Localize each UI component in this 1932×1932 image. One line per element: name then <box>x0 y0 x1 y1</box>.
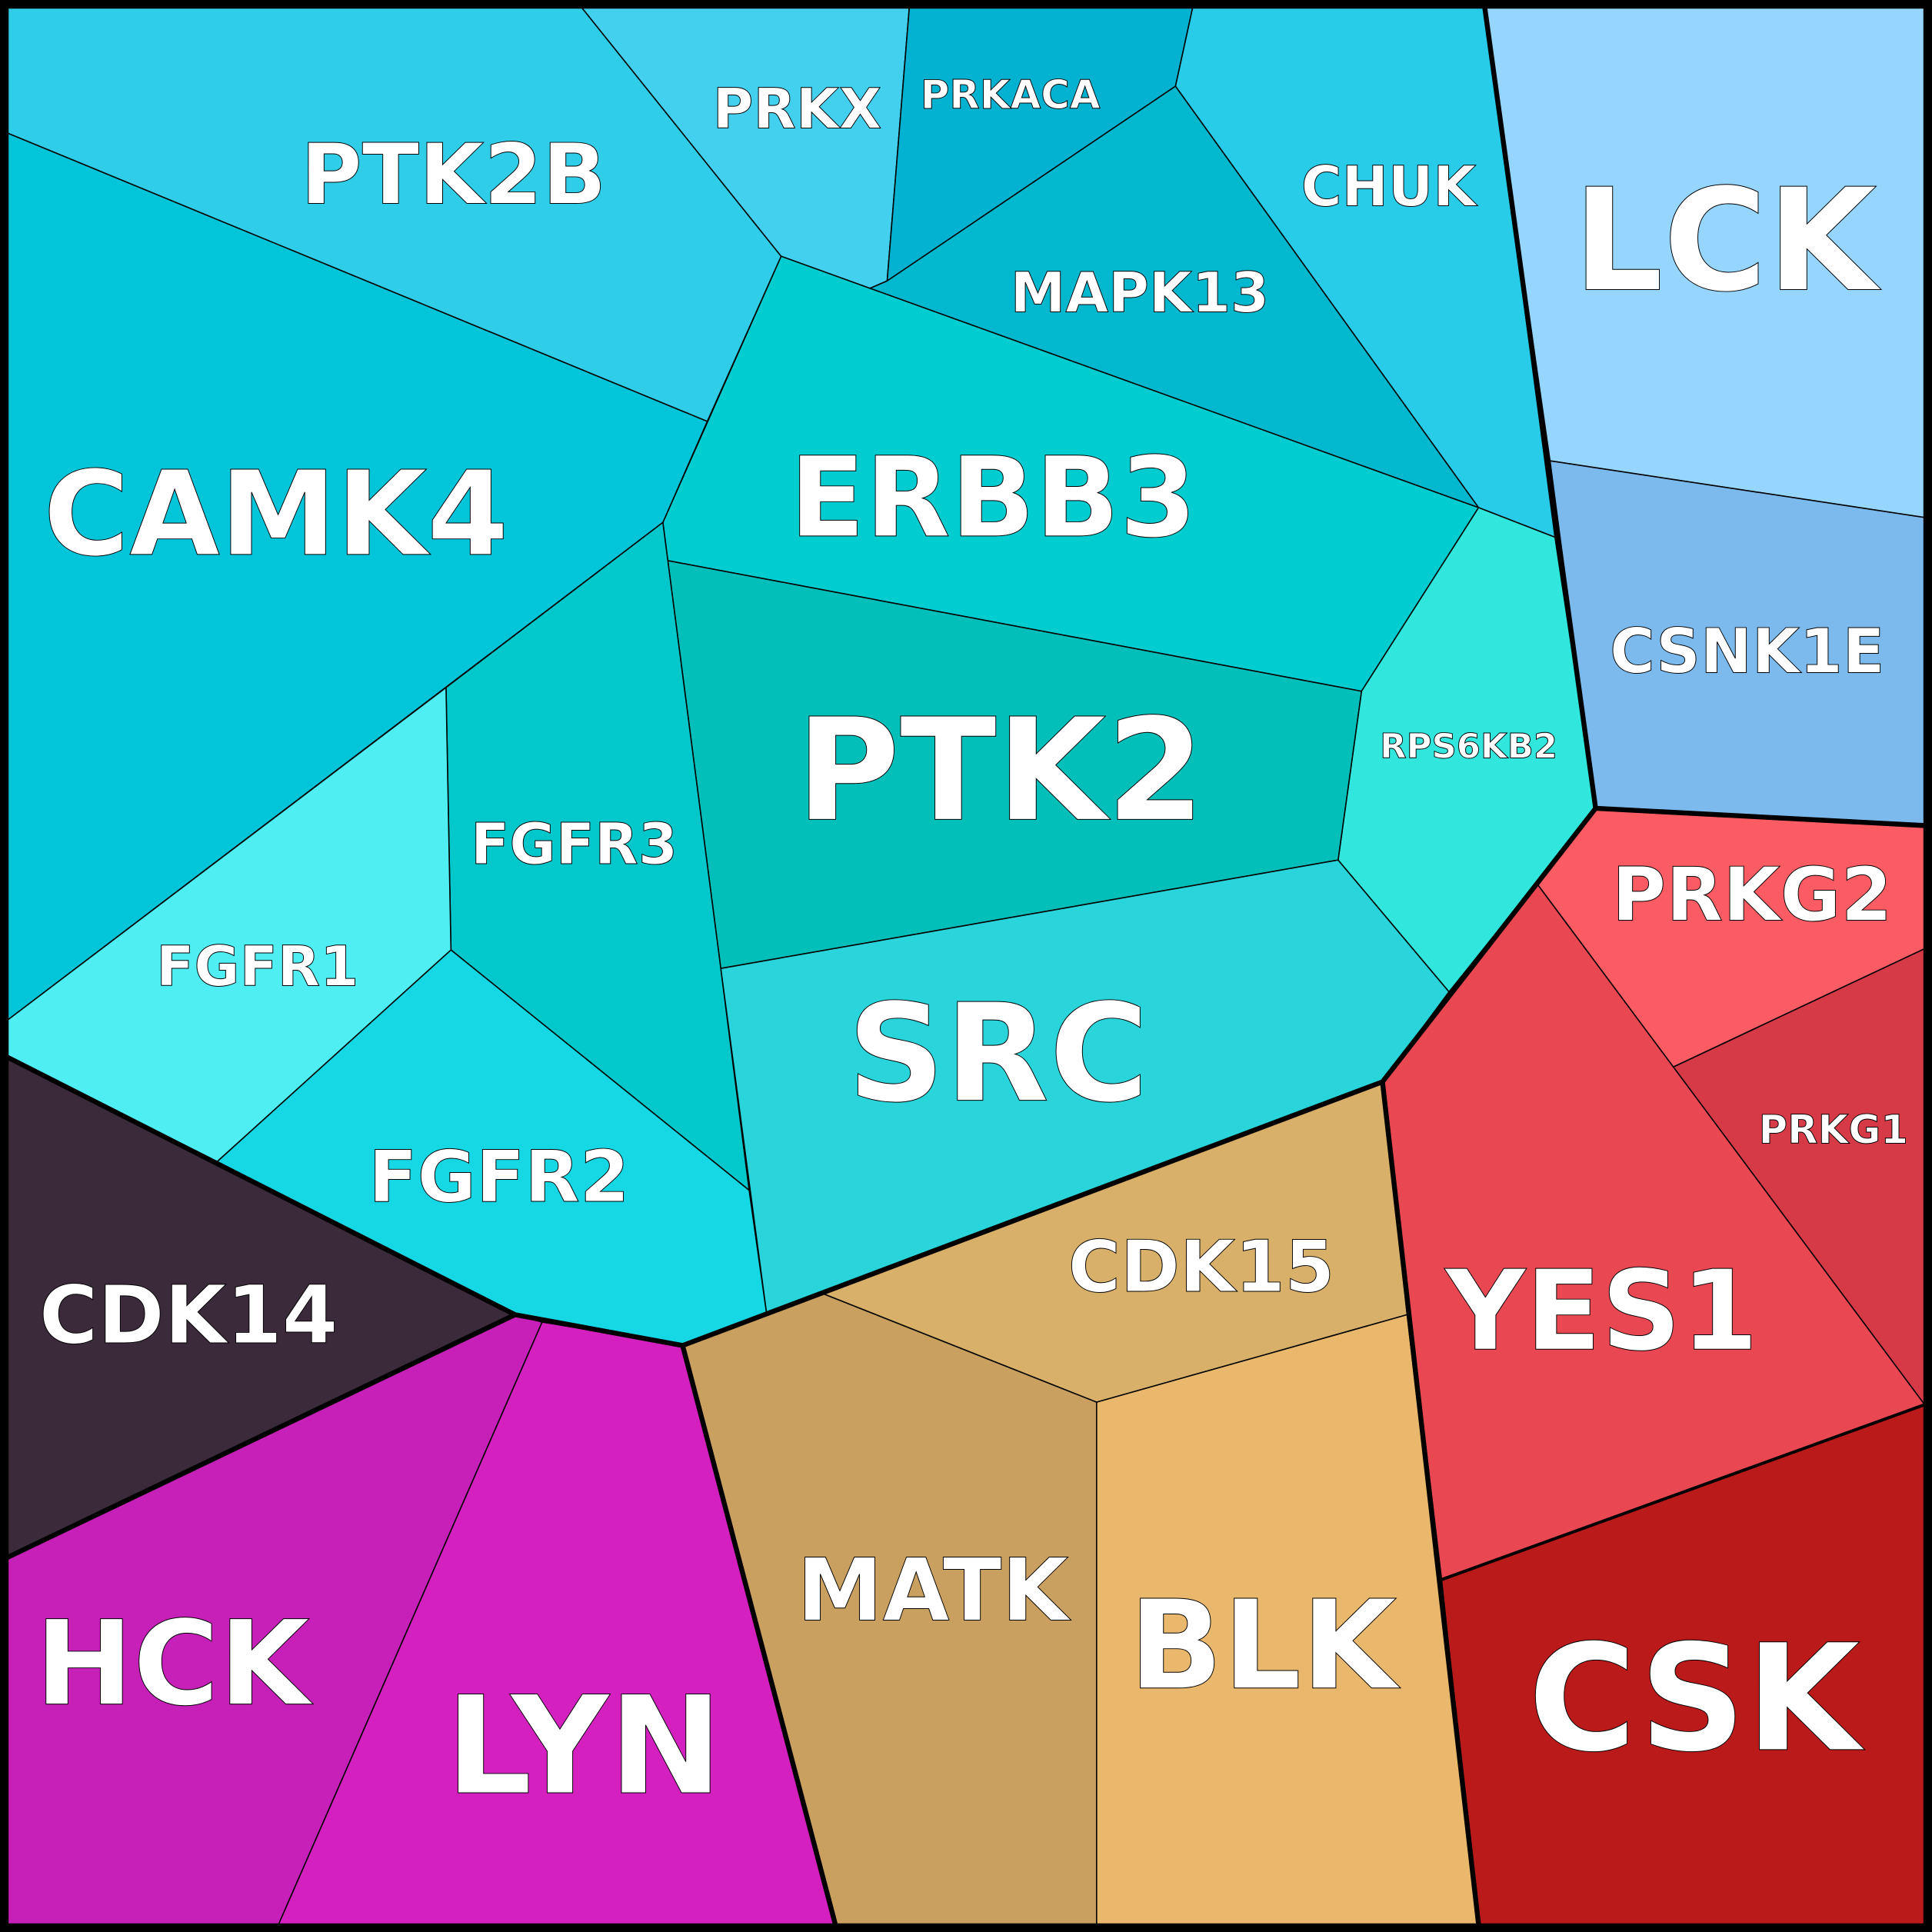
cell-label: FGFR2 <box>368 1135 629 1218</box>
cell-label: BLK <box>1129 1574 1401 1717</box>
cell-label: MATK <box>797 1541 1071 1641</box>
border <box>680 1344 838 1926</box>
cell-label: MAPK13 <box>1011 261 1270 325</box>
cell-label: FGFR1 <box>156 935 358 1000</box>
cell-label: FGFR3 <box>471 812 678 878</box>
border <box>1441 1403 1926 1581</box>
cell-label: PTK2B <box>301 125 606 223</box>
cell-label: HCK <box>35 1596 314 1732</box>
cells <box>6 6 1926 1926</box>
cell-label: RPS6KB2 <box>1380 725 1557 766</box>
cell-label: CDK15 <box>1068 1225 1335 1308</box>
labels: PTK2B PRKX PRKACA CHUK MAPK13 LCK ERBB3 … <box>35 72 1908 1825</box>
cell-label: YES1 <box>1444 1247 1758 1376</box>
border <box>1482 7 1925 828</box>
cell-label: PRKG1 <box>1759 1108 1908 1154</box>
cell-label: CSK <box>1528 1614 1865 1785</box>
border <box>6 1312 517 1560</box>
cell-label: CSNK1E <box>1610 616 1885 688</box>
cell-label: PRKACA <box>921 72 1101 118</box>
cell-label: LYN <box>445 1667 722 1825</box>
cell-label: CAMK4 <box>43 446 508 582</box>
cell-label: PTK2 <box>796 688 1205 853</box>
border <box>1380 1081 1481 1925</box>
cell-label: SRC <box>848 974 1149 1133</box>
cell-label: ERBB3 <box>789 434 1197 563</box>
cell-label: PRKX <box>713 78 882 142</box>
cell-label: CDK14 <box>39 1268 338 1362</box>
cell-label: LCK <box>1573 158 1882 323</box>
cell-label: PRKG2 <box>1612 852 1893 938</box>
cell-label: CHUK <box>1301 155 1479 220</box>
